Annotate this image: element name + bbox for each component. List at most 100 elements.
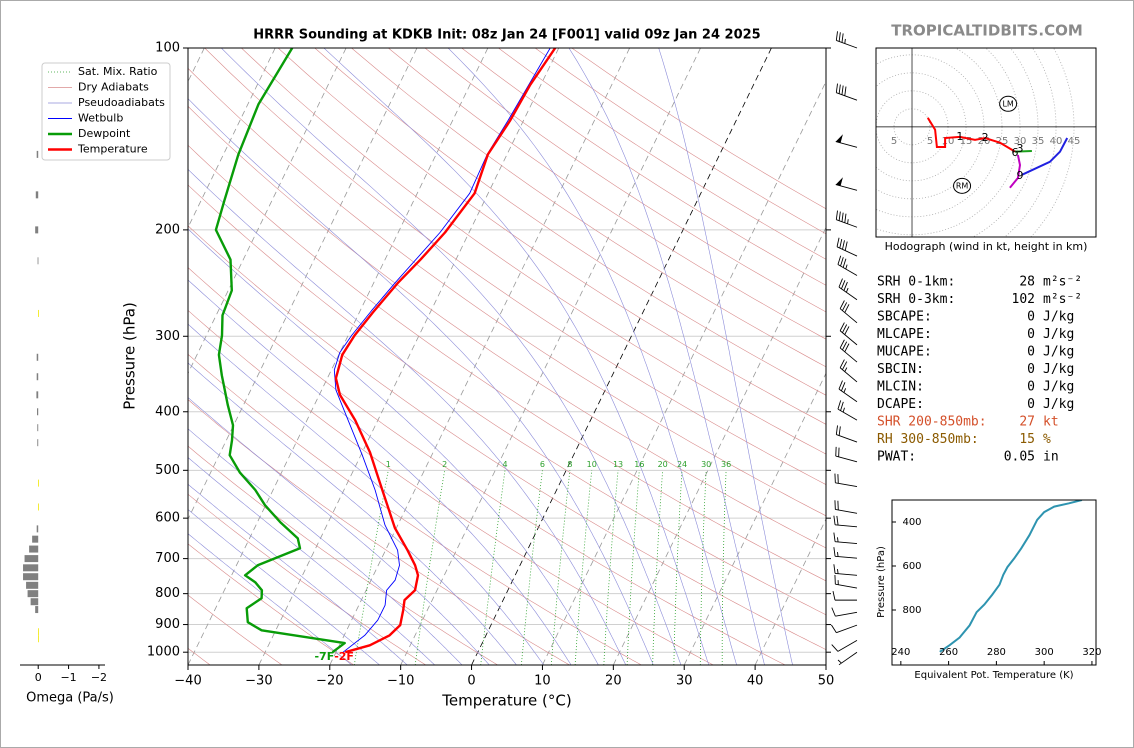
barb-feather xyxy=(835,425,838,435)
wind-barb xyxy=(831,640,858,652)
mixing-ratio-label: 20 xyxy=(658,460,668,469)
isotherm xyxy=(188,48,347,375)
hodograph-line xyxy=(926,117,1016,153)
barb-feather xyxy=(842,258,847,268)
barb-feather xyxy=(841,382,846,392)
barb-feather xyxy=(838,278,843,288)
barb-staff xyxy=(839,347,858,363)
ring-label: 45 xyxy=(1068,136,1081,147)
omega-bar xyxy=(37,257,39,265)
barb-half xyxy=(844,367,848,372)
ring-label: 10 xyxy=(942,136,955,147)
x-tick-label: −40 xyxy=(174,674,201,689)
x-tick-label: −1 xyxy=(60,671,76,684)
height-label: 9 xyxy=(1017,169,1024,182)
legend-box xyxy=(41,62,171,161)
barb-half xyxy=(837,569,839,574)
barb-feather xyxy=(830,624,837,633)
mixing-ratio-label: 16 xyxy=(634,460,644,469)
dry-adiabat xyxy=(188,594,283,665)
theta-frame xyxy=(891,499,1097,666)
omega-bar xyxy=(36,353,39,361)
omega-bar xyxy=(38,503,40,511)
y-tick-label: 300 xyxy=(155,329,180,344)
background-lines xyxy=(188,48,826,665)
y-tick-label: 100 xyxy=(155,41,180,56)
height-label: 1 xyxy=(956,130,963,143)
y-tick-label: 1000 xyxy=(147,645,180,660)
parameter-label: SRH 0-3km: xyxy=(877,292,955,307)
mixing-ratio-label: 13 xyxy=(613,460,623,469)
barb-staff xyxy=(838,388,858,403)
barb-staff xyxy=(835,482,858,488)
dry-adiabat xyxy=(277,48,826,425)
omega-bar xyxy=(36,150,39,158)
barb-feather xyxy=(842,361,848,370)
isotherm xyxy=(329,48,630,665)
dry-adiabat xyxy=(188,445,498,665)
legend-label: Temperature xyxy=(77,143,148,156)
moist-adiabat xyxy=(188,457,435,665)
isotherm xyxy=(612,226,826,665)
dry-adiabat xyxy=(188,184,826,616)
wind-barb xyxy=(833,547,858,559)
omega-bar xyxy=(23,564,39,572)
mixing-ratio-label: 10 xyxy=(587,460,597,469)
hodograph-bg xyxy=(876,48,1096,237)
mixing-ratio-line xyxy=(414,470,445,665)
wind-barb xyxy=(839,339,858,363)
omega-bar xyxy=(38,309,40,317)
barb-feather xyxy=(835,31,838,41)
moist-adiabat xyxy=(188,533,352,665)
y-tick-label: 600 xyxy=(155,511,180,526)
barb-staff xyxy=(836,624,858,634)
legend-label: Pseudoadiabats xyxy=(78,96,165,109)
barb-staff xyxy=(837,264,858,276)
dry-adiabat xyxy=(188,67,826,517)
barb-staff xyxy=(838,651,858,666)
barb-feather xyxy=(841,280,846,290)
y-tick-label: 800 xyxy=(902,605,921,616)
omega-bar xyxy=(35,191,39,199)
parameter-value: 102 xyxy=(1012,292,1035,307)
x-tick-label: 240 xyxy=(891,647,910,658)
wind-barb xyxy=(835,446,858,463)
x-tick-label: 30 xyxy=(676,674,693,689)
storm-motion-label: LM xyxy=(1002,99,1013,108)
moist-adiabat xyxy=(658,48,793,665)
barb-staff xyxy=(835,611,858,617)
wind-barb xyxy=(837,400,858,421)
wind-barb xyxy=(835,134,858,148)
x-tick-label: 0 xyxy=(35,671,42,684)
omega-bar xyxy=(26,581,39,589)
wind-barb xyxy=(838,278,858,301)
wind-barb xyxy=(830,624,858,634)
y-tick-label: 800 xyxy=(155,586,180,601)
barb-feather xyxy=(838,84,841,94)
isotherm xyxy=(258,48,560,665)
y-tick-label: 700 xyxy=(155,551,180,566)
barb-half xyxy=(837,659,842,664)
parameter-label: SHR 200-850mb: xyxy=(877,415,987,430)
barb-feather xyxy=(841,33,844,43)
wind-barb xyxy=(835,425,858,443)
parameter-unit: % xyxy=(1043,432,1051,447)
barb-staff xyxy=(837,408,858,421)
dry-adiabat xyxy=(351,48,826,368)
isotherm xyxy=(542,80,826,665)
dry-adiabat xyxy=(188,543,355,665)
barb-feather xyxy=(844,343,850,353)
barb-half xyxy=(837,537,839,542)
ring-label: 25 xyxy=(996,136,1009,147)
hodograph-line xyxy=(1009,154,1022,189)
barb-staff xyxy=(836,434,858,443)
dry-adiabat xyxy=(241,48,826,455)
barb-staff xyxy=(837,640,858,652)
moist-adiabat xyxy=(221,48,682,665)
parameter-value: 0 xyxy=(1027,397,1035,412)
storm-motion-marker xyxy=(953,177,972,194)
mixing-ratio-line xyxy=(603,470,619,665)
barb-feather xyxy=(833,547,836,557)
wind-barb xyxy=(834,473,858,488)
